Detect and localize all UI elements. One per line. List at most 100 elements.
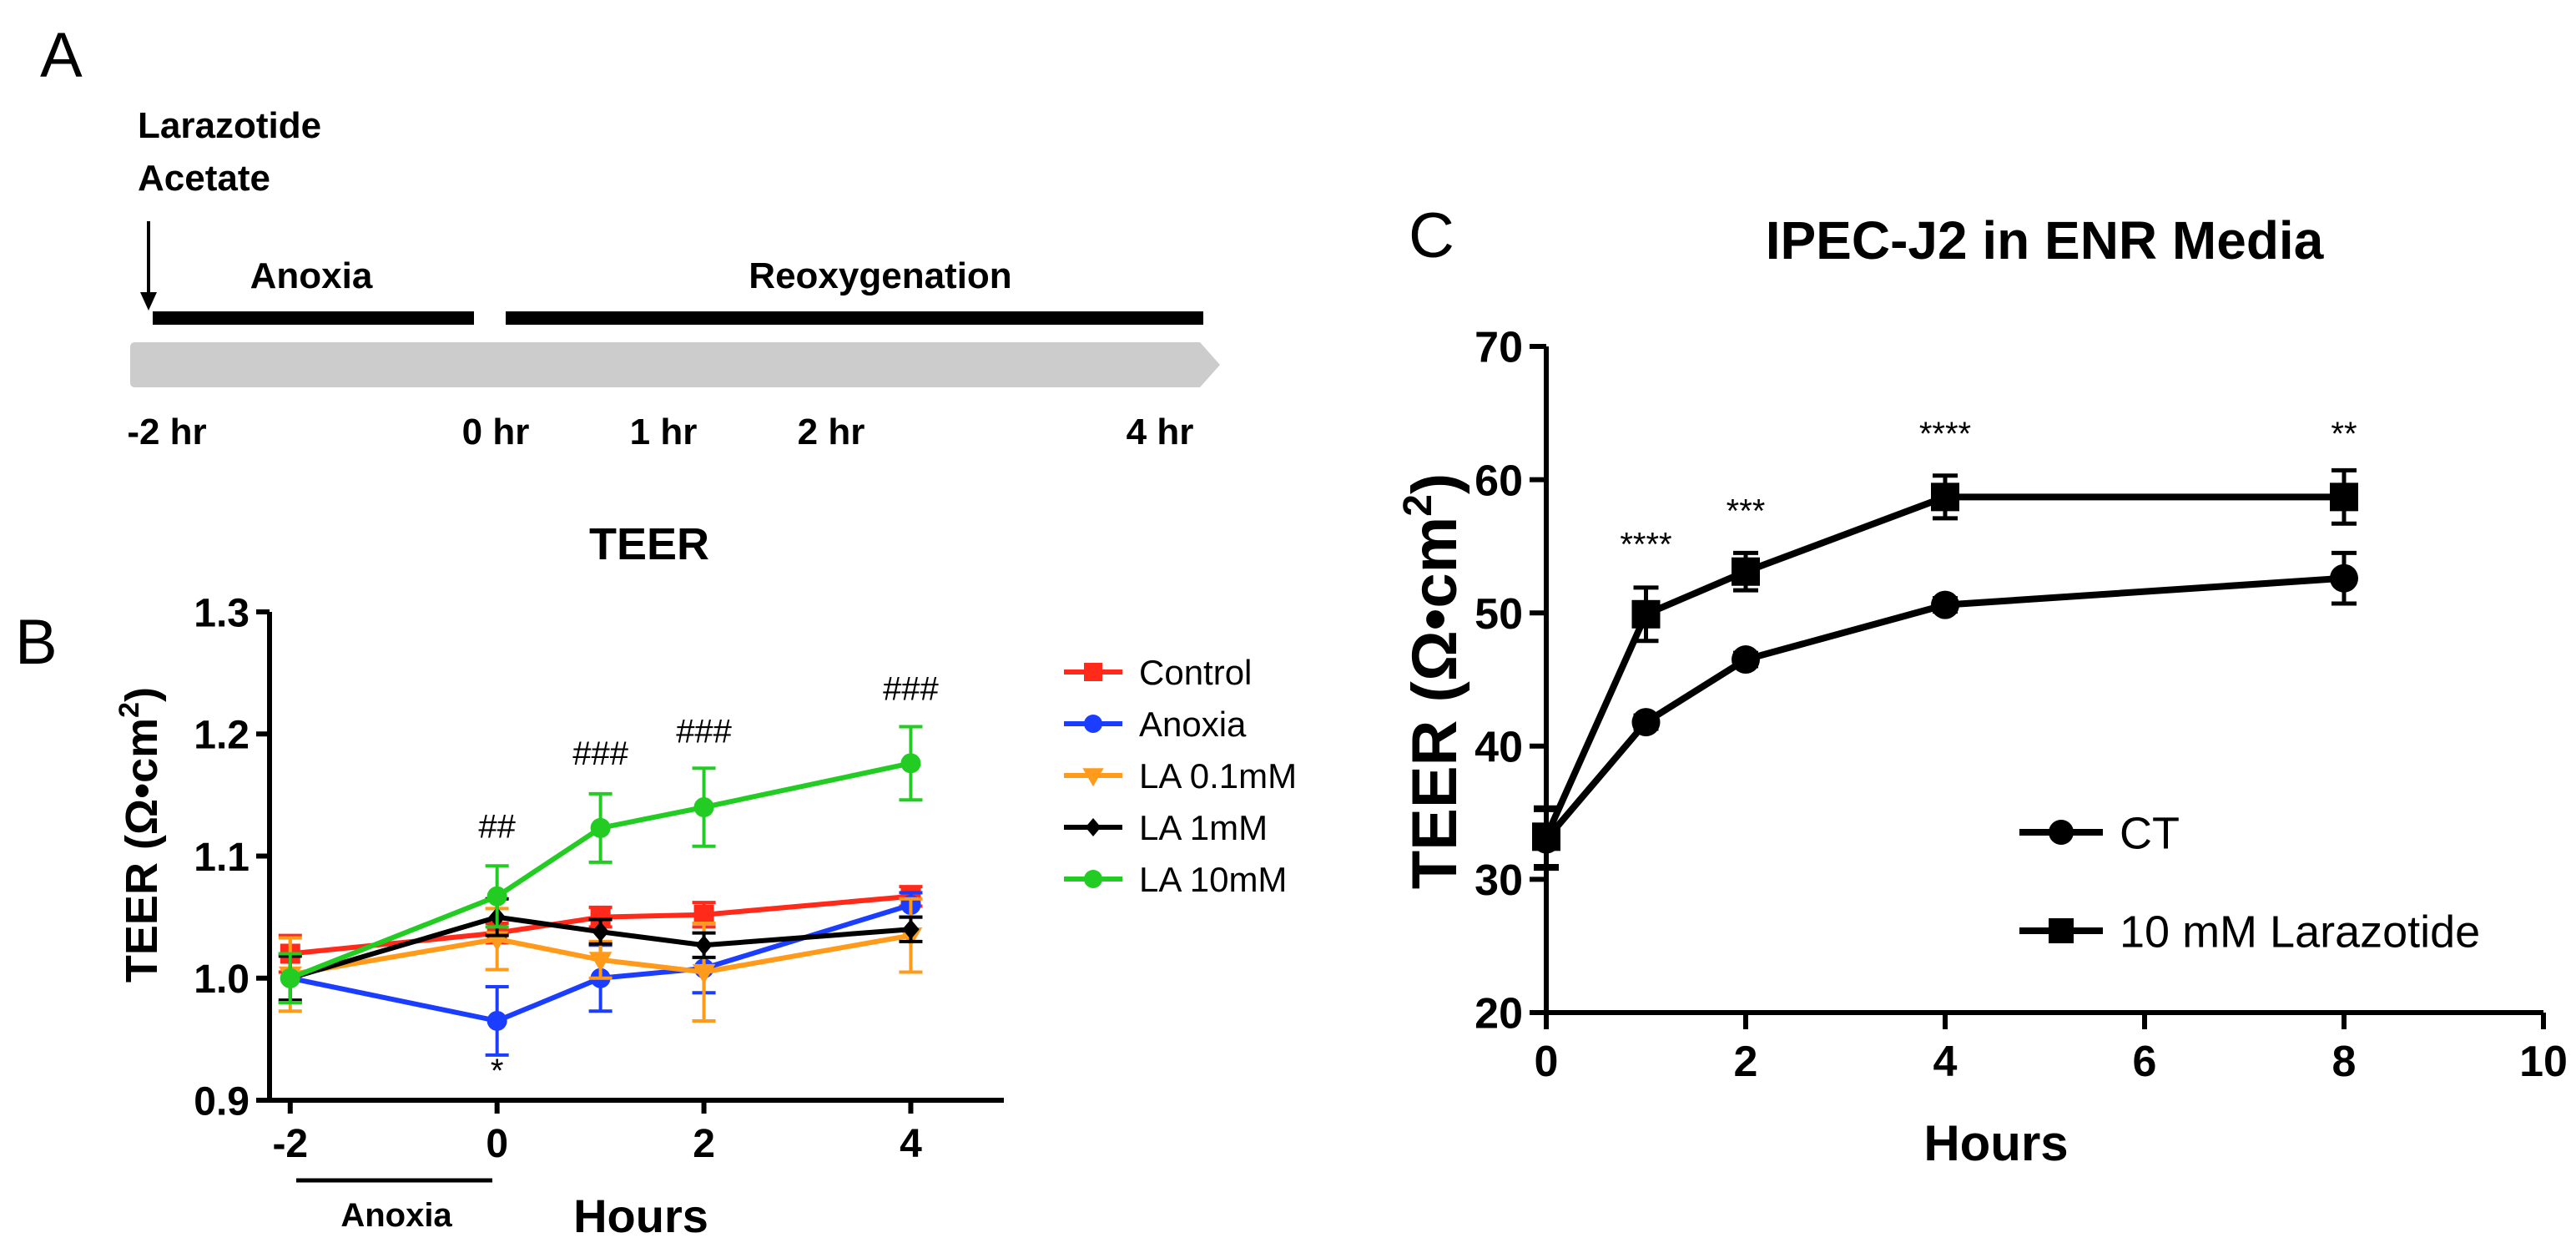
chart-c-ylabel-close: ) — [1399, 473, 1470, 494]
data-point — [693, 797, 714, 817]
chart-c-series — [1532, 467, 2358, 872]
chart-b-ylabel-sup: 2 — [113, 702, 145, 718]
panel-label-a: A — [40, 20, 83, 91]
x-tick-label: 2 — [693, 1122, 715, 1166]
legend-item: CT — [2019, 808, 2180, 858]
data-point — [1631, 708, 1661, 737]
chart-b-xlabel: Hours — [573, 1190, 708, 1242]
chart-c-ylabel: TEER (Ω•cm2) — [1396, 473, 1470, 890]
timeline-arrow-bar — [130, 342, 1220, 387]
x-tick-label: 4 — [1933, 1038, 1958, 1086]
x-tick-label: -2 — [272, 1122, 308, 1166]
data-point — [1631, 599, 1661, 629]
x-tick-label: 8 — [2332, 1038, 2357, 1086]
y-tick-label: 0.9 — [194, 1079, 250, 1124]
data-point — [1732, 645, 1760, 674]
phase-reoxygenation-label: Reoxygenation — [749, 255, 1011, 296]
y-tick-label: 50 — [1475, 590, 1523, 639]
legend-label: LA 0.1mM — [1139, 756, 1297, 796]
data-point — [486, 886, 507, 907]
legend-marker — [2049, 820, 2074, 845]
time-label-1: 1 hr — [630, 412, 698, 452]
significance-annotation: * — [491, 1053, 504, 1089]
chart-c-ylabel-main: TEER (Ω•cm — [1399, 517, 1470, 890]
significance-annotation: **** — [1620, 527, 1671, 563]
significance-annotation: ### — [883, 670, 939, 707]
chart-c: IPEC-J2 in ENR Media TEER (Ω•cm2) Hours … — [1396, 210, 2568, 1171]
chart-c-xlabel: Hours — [1923, 1115, 2068, 1171]
x-tick-label: 6 — [2133, 1038, 2157, 1086]
data-point — [693, 904, 714, 925]
data-point — [1732, 557, 1760, 586]
significance-annotation: *** — [1727, 493, 1766, 530]
x-tick-label: 0 — [486, 1122, 508, 1166]
significance-annotation: ** — [2331, 416, 2357, 452]
data-point — [900, 753, 921, 774]
legend-marker — [2049, 918, 2074, 943]
chart-c-annotations: *********** ** — [1620, 416, 2357, 563]
x-tick-label: 0 — [1535, 1038, 1559, 1086]
phase-anoxia-label: Anoxia — [250, 255, 373, 296]
y-tick-label: 1.1 — [194, 836, 250, 880]
chart-c-legend: CT 10 mM Larazotide — [2019, 808, 2480, 957]
data-point — [1532, 822, 1560, 851]
legend-marker — [1085, 818, 1101, 836]
significance-annotation: ### — [676, 713, 732, 750]
chart-b-annotations: ###########* — [478, 670, 939, 1089]
time-label-2: 2 hr — [798, 412, 865, 452]
y-tick-label: 30 — [1475, 856, 1523, 905]
legend-item: LA 0.1mM — [1064, 756, 1297, 796]
legend-item: LA 10mM — [1064, 860, 1287, 899]
y-tick-label: 1.3 — [194, 591, 250, 635]
panel-label-c: C — [1409, 200, 1454, 271]
chart-b: TEER TEER (Ω•cm2) Hours Anoxia 0.9 1.0 1.1… — [113, 519, 1297, 1242]
chart-b-series — [278, 725, 923, 1057]
x-tick-label: 10 — [2519, 1038, 2568, 1086]
legend-marker — [1084, 663, 1102, 681]
chart-c-title: IPEC-J2 in ENR Media — [1766, 210, 2324, 270]
chart-c-ylabel-sup: 2 — [1396, 494, 1440, 517]
data-point — [2330, 563, 2358, 593]
time-label-4: 4 hr — [1127, 412, 1194, 452]
data-point — [1931, 590, 1959, 619]
drug-label-line1: Larazotide — [138, 105, 321, 146]
data-point — [695, 935, 713, 956]
chart-b-ylabel-main: TEER (Ω•cm — [117, 718, 167, 983]
data-point — [1931, 483, 1959, 512]
chart-b-axes: 0.9 1.0 1.1 1.2 1.3 -2 0 2 4 — [194, 591, 1004, 1166]
chart-b-x-annotation: Anoxia — [340, 1197, 452, 1234]
anoxia-phase-bar — [153, 311, 474, 325]
legend-item: Control — [1064, 653, 1252, 692]
x-tick-label: 4 — [900, 1122, 922, 1166]
chart-c-axes: 20 30 40 50 60 70 0 2 4 6 8 10 — [1475, 324, 2568, 1086]
chart-b-title: TEER — [589, 519, 709, 569]
y-tick-label: 20 — [1475, 990, 1523, 1038]
series-la-10mm — [278, 725, 923, 1004]
panel-label-b: B — [15, 607, 58, 678]
reoxygenation-phase-bar — [506, 311, 1203, 325]
data-point — [902, 919, 920, 940]
drug-label-line2: Acetate — [138, 158, 270, 199]
significance-annotation: ## — [478, 809, 516, 846]
legend-label: LA 10mM — [1139, 860, 1287, 899]
data-point — [590, 817, 611, 838]
legend-label: 10 mM Larazotide — [2120, 907, 2480, 957]
time-label-neg2: -2 hr — [127, 412, 206, 452]
y-tick-label: 1.0 — [194, 957, 250, 1002]
legend-label: Control — [1139, 653, 1252, 692]
significance-annotation: **** — [1919, 416, 1971, 452]
y-tick-label: 40 — [1475, 724, 1523, 772]
legend-label: CT — [2120, 808, 2180, 858]
time-label-0: 0 hr — [462, 412, 530, 452]
data-point — [486, 1010, 507, 1031]
chart-b-ylabel: TEER (Ω•cm2) — [113, 687, 167, 983]
legend-label: LA 1mM — [1139, 808, 1268, 847]
data-point — [592, 922, 609, 942]
legend-marker — [1082, 768, 1104, 787]
legend-label: Anoxia — [1139, 705, 1247, 744]
series-10-mm-larazotide — [1532, 467, 2358, 868]
significance-annotation: ### — [572, 735, 628, 772]
data-point — [692, 963, 716, 984]
timeline-panel: Larazotide Acetate Anoxia Reoxygenation … — [127, 105, 1220, 452]
